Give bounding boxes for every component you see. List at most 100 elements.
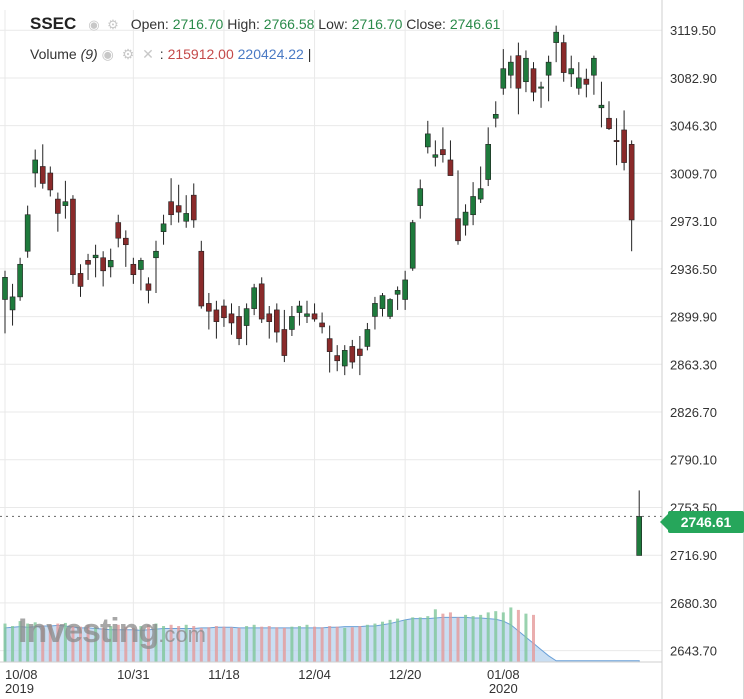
volume-bar (381, 621, 384, 662)
volume-colon: : (159, 46, 164, 62)
candle-body (409, 222, 416, 269)
candle-body (107, 260, 114, 268)
candle-body (85, 260, 91, 265)
symbol-label: SSEC (30, 14, 77, 33)
candle-body (39, 166, 46, 184)
volume-bar (154, 623, 158, 662)
visibility-settings-icons[interactable]: ◉ ⚙ (88, 17, 121, 32)
low-label: Low: (318, 16, 348, 32)
date-tick-label: 01/08 (487, 667, 520, 682)
volume-bar (441, 613, 445, 662)
candle-body (70, 198, 76, 276)
volume-bar (313, 626, 317, 662)
candle-body (319, 322, 325, 328)
volume-bar (464, 614, 468, 662)
candle-body (206, 303, 212, 312)
volume-bar (124, 626, 128, 662)
volume-bar (245, 626, 249, 662)
volume-bar (63, 622, 67, 662)
candle-body (477, 188, 484, 200)
candle-body (560, 42, 567, 73)
volume-bar (207, 627, 211, 662)
volume-bar (524, 613, 528, 662)
volume-panel (3, 607, 640, 663)
candle-body (221, 305, 227, 319)
candle-body (243, 308, 250, 326)
candle-body (123, 237, 129, 246)
high-label: High: (227, 16, 260, 32)
candles (2, 25, 643, 556)
volume-period: (9) (80, 46, 98, 62)
candle-body (402, 279, 408, 300)
volume-bar (177, 626, 181, 662)
investing-logo: Investing.com (18, 612, 206, 651)
volume-bar (282, 627, 286, 662)
volume-bar (403, 619, 407, 662)
volume-bar (3, 623, 7, 662)
volume-bar (11, 626, 15, 662)
candle-body (394, 290, 401, 295)
last-price-tag: 2746.61 (660, 511, 744, 533)
volume-bar (471, 616, 475, 662)
volume-bar (79, 626, 82, 662)
candle-body (296, 305, 303, 313)
volume-bar (199, 627, 203, 662)
price-tick-label: 2973.10 (670, 214, 717, 229)
candle-body (153, 250, 159, 259)
candle-body (281, 329, 288, 356)
volume-bar (230, 627, 233, 662)
volume-bar (350, 627, 354, 662)
candle-body (636, 516, 643, 556)
volume-bar (214, 626, 218, 662)
volume-bar (358, 626, 362, 662)
volume-bar (222, 626, 226, 662)
volume-bar (456, 617, 460, 662)
price-tick-label: 2826.70 (670, 405, 717, 420)
volume-bar (116, 624, 120, 662)
candle-body (341, 350, 348, 367)
volume-bar (396, 618, 400, 662)
candle-body (387, 299, 393, 317)
candle-body (100, 257, 106, 272)
candle-body (628, 144, 635, 221)
volume-bar (41, 625, 45, 662)
candle-body (432, 154, 439, 158)
candle-body (32, 159, 39, 174)
volume-bar (101, 627, 105, 662)
candle-body (545, 61, 552, 76)
volume-legend: Volume (9) ◉ ⚙ ✕ : 215912.00 220424.22 | (30, 46, 311, 63)
price-tick-label: 2936.50 (670, 262, 717, 277)
logo-suffix: .com (158, 622, 206, 647)
candle-body (266, 313, 273, 322)
volume-bar (26, 623, 30, 662)
volume-bar (411, 617, 415, 662)
candle-body (24, 214, 31, 252)
candle-body (92, 254, 99, 259)
price-tick-label: 3046.30 (670, 119, 717, 134)
candle-body (553, 31, 559, 43)
candle-body (364, 329, 371, 347)
candle-body (115, 222, 122, 239)
candle-body (357, 348, 363, 356)
candle-body (568, 68, 575, 75)
volume-settings-icons[interactable]: ◉ ⚙ ✕ (101, 46, 156, 62)
candle-body (462, 211, 469, 226)
volume-bar (418, 617, 422, 662)
volume-bar (388, 619, 392, 662)
volume-bar (184, 624, 188, 662)
volume-separator: | (307, 46, 312, 62)
volume-bar (335, 626, 339, 662)
volume-bar (146, 624, 150, 662)
price-tick-label: 3119.50 (670, 23, 716, 38)
volume-bar (33, 622, 37, 662)
candle-body (145, 283, 152, 291)
high-value: 2766.58 (263, 16, 315, 32)
volume-bar (260, 626, 264, 662)
candle-body (311, 313, 318, 320)
candle-body (138, 260, 144, 270)
volume-bar (486, 612, 490, 662)
candle-body (591, 57, 597, 76)
volume-bar (305, 624, 309, 662)
